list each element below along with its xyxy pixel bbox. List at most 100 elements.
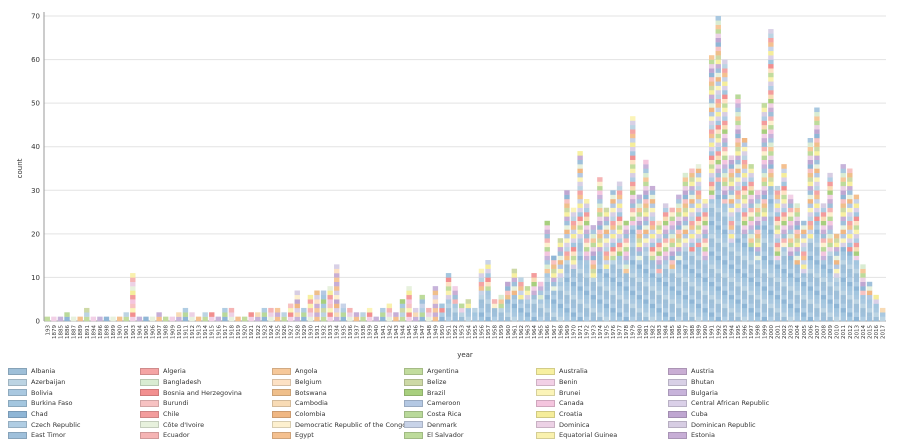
legend-item[interactable]: Burundi: [140, 398, 272, 409]
bar-segment: [544, 290, 550, 296]
legend-item[interactable]: Belize: [404, 377, 536, 388]
bar-segment: [570, 307, 577, 313]
bar-segment: [827, 177, 833, 182]
bar-segment: [827, 281, 833, 287]
bar-segment: [44, 316, 50, 322]
bar-segment: [630, 233, 636, 239]
legend-item[interactable]: Colombia: [272, 409, 404, 420]
bar-segment: [597, 194, 603, 200]
bar-segment: [847, 299, 853, 304]
legend-swatch: [140, 410, 159, 418]
legend-item[interactable]: Australia: [536, 366, 668, 377]
bar-segment: [577, 277, 583, 282]
bar-segment: [755, 273, 761, 278]
legend-item[interactable]: Costa Rica: [404, 409, 536, 420]
legend-item[interactable]: Burkina Faso: [8, 398, 140, 409]
bar-segment: [577, 203, 583, 208]
legend-item[interactable]: Algeria: [140, 366, 272, 377]
bar-segment: [781, 268, 787, 274]
bar-segment: [485, 294, 491, 300]
legend-item[interactable]: Brazil: [404, 387, 536, 398]
bar-segment: [748, 225, 754, 230]
bar-segment: [616, 264, 623, 269]
legend-label: Central African Republic: [691, 399, 770, 408]
bar-segment: [814, 233, 820, 239]
bar-segment: [616, 194, 623, 200]
bar-segment: [498, 312, 504, 317]
bar-segment: [616, 286, 623, 291]
bar-segment: [616, 246, 623, 252]
bar-segment: [761, 316, 767, 322]
bar-segment: [847, 238, 853, 243]
bar-segment: [544, 264, 550, 269]
legend-item[interactable]: Dominican Republic: [668, 419, 800, 430]
bar-segment: [873, 316, 879, 322]
legend-item[interactable]: Albania: [8, 366, 140, 377]
legend-item[interactable]: Cameroon: [404, 398, 536, 409]
bar-segment: [722, 172, 728, 178]
bar-segment: [787, 286, 794, 291]
bar-segment: [801, 242, 807, 248]
legend-item[interactable]: Croatia: [536, 409, 668, 420]
legend-item[interactable]: Argentina: [404, 366, 536, 377]
legend-item[interactable]: Belgium: [272, 377, 404, 388]
bar-segment: [597, 233, 603, 239]
bar-segment: [610, 281, 616, 287]
legend-item[interactable]: Democratic Republic of the Congo: [272, 419, 406, 430]
legend-item[interactable]: Brunei: [536, 387, 668, 398]
legend-item[interactable]: Botswana: [272, 387, 404, 398]
legend-item[interactable]: Dominica: [536, 419, 668, 430]
bar-segment: [781, 264, 787, 269]
bar-segment: [748, 181, 754, 187]
bar-segment: [807, 268, 814, 274]
legend-item[interactable]: Chad: [8, 409, 140, 420]
legend-item[interactable]: Bhutan: [668, 377, 800, 388]
legend-item[interactable]: Azerbaijan: [8, 377, 140, 388]
bar-segment: [807, 307, 814, 313]
bar-segment: [814, 138, 820, 143]
bar-segment: [590, 273, 596, 278]
bar-year-1887: [70, 316, 77, 322]
bar-segment: [853, 290, 860, 296]
legend-item[interactable]: Central African Republic: [668, 398, 800, 409]
bar-segment: [485, 307, 491, 313]
bar-segment: [702, 255, 708, 261]
bar-segment: [669, 233, 675, 239]
legend-item[interactable]: Bulgaria: [668, 387, 800, 398]
legend-item[interactable]: Chile: [140, 409, 272, 420]
legend-item[interactable]: Bosnia and Herzegovina: [140, 387, 272, 398]
bar-segment: [656, 220, 662, 226]
bar-segment: [774, 255, 781, 261]
bar-segment: [478, 312, 485, 317]
legend-item[interactable]: Benin: [536, 377, 668, 388]
bar-segment: [741, 273, 748, 278]
legend-item[interactable]: Cuba: [668, 409, 800, 420]
legend-item[interactable]: Angola: [272, 366, 404, 377]
bar-segment: [610, 273, 616, 278]
legend-item[interactable]: Austria: [668, 366, 800, 377]
bar-segment: [722, 59, 728, 65]
bar-segment: [722, 85, 728, 91]
legend-item[interactable]: Denmark: [404, 419, 536, 430]
bar-segment: [603, 242, 610, 248]
legend-item[interactable]: Côte d'Ivoire: [140, 419, 272, 430]
bar-segment: [768, 29, 774, 34]
bar-segment: [643, 312, 649, 317]
legend-item[interactable]: Bangladesh: [140, 377, 272, 388]
bar-segment: [728, 233, 735, 239]
bar-segment: [866, 299, 873, 304]
bar-segment: [814, 146, 820, 152]
legend-item[interactable]: Bolivia: [8, 387, 140, 398]
legend-item[interactable]: Canada: [536, 398, 668, 409]
legend-item[interactable]: Cambodia: [272, 398, 404, 409]
bar-segment: [505, 299, 511, 304]
bar-segment: [807, 207, 814, 213]
bar-segment: [695, 212, 702, 217]
bar-segment: [708, 55, 715, 60]
bar-segment: [557, 294, 564, 300]
bar-segment: [741, 172, 748, 178]
legend-item[interactable]: Czech Republic: [8, 419, 140, 430]
bar-segment: [630, 133, 636, 139]
bar-segment: [505, 290, 511, 296]
bar-segment: [577, 190, 583, 195]
